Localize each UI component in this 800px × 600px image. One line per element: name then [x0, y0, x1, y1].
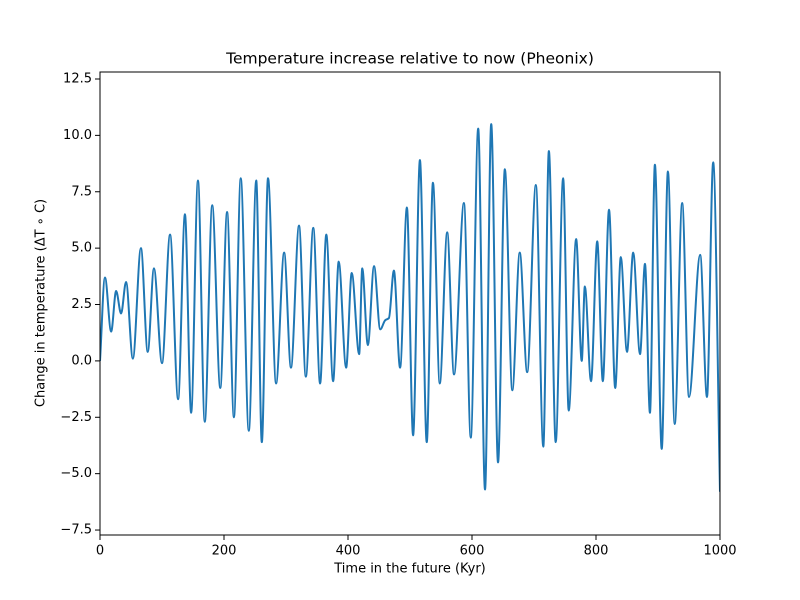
y-tick-label: 7.5	[71, 184, 92, 199]
x-tick-label: 600	[460, 544, 485, 559]
data-line	[100, 123, 720, 492]
x-axis-label: Time in the future (Kyr)	[333, 562, 486, 577]
y-tick-label: 0.0	[71, 353, 92, 368]
y-tick-label: 2.5	[71, 297, 92, 312]
x-tick-label: 400	[336, 544, 361, 559]
plot-frame	[99, 71, 721, 536]
x-tick-label: 0	[96, 544, 104, 559]
y-tick-label: −2.5	[60, 410, 92, 425]
x-tick-label: 800	[584, 544, 609, 559]
y-axis-label: Change in temperature (ΔT ∘ C)	[34, 199, 49, 407]
x-tick-label: 200	[212, 544, 237, 559]
y-tick-label: −7.5	[60, 523, 92, 538]
y-tick-label: 5.0	[71, 241, 92, 256]
y-tick-label: 10.0	[63, 128, 92, 143]
x-tick-label: 1000	[703, 544, 736, 559]
y-tick-label: 12.5	[63, 71, 92, 86]
y-tick-label: −5.0	[60, 466, 92, 481]
chart-title: Temperature increase relative to now (Ph…	[225, 50, 594, 68]
